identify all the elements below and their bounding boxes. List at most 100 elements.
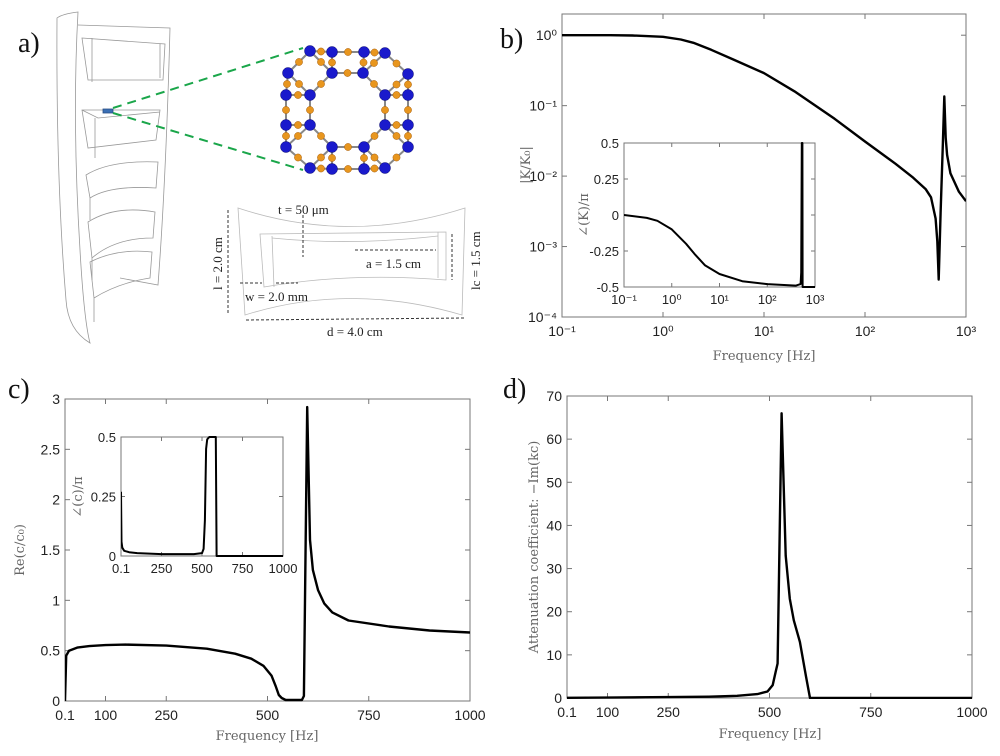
y-tick-label: 0 (109, 549, 116, 564)
y-tick-label: 0.5 (601, 136, 619, 151)
y-tick-label: 10⁻² (529, 168, 557, 184)
x-tick-label: 10⁻¹ (611, 292, 637, 307)
y-tick-label: 60 (546, 431, 562, 447)
x-tick-label: 0.1 (557, 704, 577, 720)
oxygen-atom (306, 106, 314, 114)
y-tick-label: 0 (612, 208, 619, 223)
y-tick-label: 0.5 (98, 430, 116, 445)
x-tick-label: 500 (191, 561, 213, 576)
silicon-atom (379, 89, 391, 101)
dim-w: w = 2.0 mm (245, 289, 308, 304)
chart-d_main: 0.1 100 250 500 750 1000 0 10 20 30 40 50 60 70 Freque… (527, 388, 988, 742)
oxygen-atom (282, 106, 290, 114)
oxygen-atom (294, 153, 302, 162)
y-tick-label: 10⁻⁴ (528, 309, 557, 325)
oxygen-atom (317, 164, 325, 173)
silicon-atom (304, 119, 316, 131)
silicon-atom (326, 141, 338, 153)
oxygen-atom (404, 80, 412, 89)
silicon-atom (326, 163, 338, 175)
oxygen-atom (328, 58, 336, 67)
x-tick-label: 0.1 (55, 707, 75, 723)
dim-l: l = 2.0 cm (210, 237, 225, 290)
x-axis-label: Frequency [Hz] (216, 729, 319, 744)
oxygen-atom (317, 153, 325, 162)
oxygen-atom (295, 58, 303, 66)
x-tick-label: 500 (758, 704, 782, 720)
oxygen-atom (317, 132, 325, 140)
x-tick-label: 250 (657, 704, 681, 720)
chart-c_inset: 0.1 250 500 750 1000 0 0.25 0.5 ∠(c)/π (71, 430, 297, 576)
oxygen-atom (370, 164, 379, 173)
oxygen-atom (282, 132, 290, 140)
y-tick-label: -0.5 (597, 280, 619, 295)
x-tick-label: 500 (256, 707, 280, 723)
y-tick-label: 2.5 (41, 441, 61, 457)
y-tick-label: 70 (546, 388, 562, 404)
y-tick-label: 10 (546, 647, 562, 663)
x-tick-label: 1000 (454, 707, 485, 723)
y-tick-label: 0 (52, 693, 60, 709)
y-tick-label: 30 (546, 561, 562, 577)
plot-area (623, 142, 816, 288)
silicon-atom (402, 89, 414, 101)
silicon-atom (358, 46, 370, 58)
oxygen-atom (343, 69, 352, 77)
oxygen-atom (328, 154, 336, 162)
oxygen-atom (381, 106, 389, 114)
y-tick-label: 40 (546, 517, 562, 533)
silicon-atom (358, 163, 370, 175)
x-tick-label: 100 (596, 704, 620, 720)
oxygen-atom (392, 132, 401, 140)
oxygen-atom (392, 80, 401, 89)
oxygen-atom (360, 154, 368, 162)
unit-cell-diagram (237, 207, 466, 316)
x-tick-label: 10² (758, 292, 777, 307)
silicon-atom (379, 47, 391, 59)
x-axis-label: Frequency [Hz] (713, 349, 816, 364)
y-axis-label: Re(c/c₀) (13, 524, 28, 576)
x-tick-label: 10³ (956, 323, 977, 339)
y-axis-label: |K/K₀| (519, 146, 534, 184)
x-tick-label: 1000 (269, 561, 298, 576)
oxygen-atom (392, 91, 401, 99)
x-tick-label: 10¹ (710, 292, 729, 307)
x-tick-label: 10³ (806, 292, 825, 307)
oxygen-atom (404, 132, 412, 140)
series-line (121, 436, 283, 557)
x-axis-label: Frequency [Hz] (719, 727, 822, 742)
silicon-atom (282, 67, 294, 79)
x-tick-label: 750 (232, 561, 254, 576)
series-line (624, 142, 815, 288)
y-tick-label: 1.5 (41, 542, 61, 558)
x-tick-label: 10¹ (754, 323, 775, 339)
dim-t: t = 50 μm (278, 202, 329, 217)
dim-a: a = 1.5 cm (366, 256, 421, 271)
oxygen-atom (294, 121, 302, 129)
oxygen-atom (359, 58, 368, 67)
y-axis-label: Attenuation coefficient: −Im(kc) (527, 441, 542, 655)
series-line (567, 412, 972, 699)
y-axis-label: ∠(c)/π (71, 476, 86, 518)
oxygen-atom (392, 153, 401, 162)
silicon-atom (304, 162, 316, 174)
y-axis-label: ∠(K)/π (577, 193, 592, 237)
y-tick-label: 20 (546, 604, 562, 620)
silicon-atom (357, 67, 369, 79)
oxygen-atom (317, 58, 325, 66)
x-tick-label: 250 (151, 561, 173, 576)
panel-label-d: d) (503, 374, 526, 405)
y-tick-label: 10⁻³ (529, 239, 557, 255)
oxygen-atom (370, 132, 379, 140)
y-tick-label: 0.25 (91, 490, 116, 505)
oxygen-atom (370, 80, 378, 88)
y-tick-label: 50 (546, 474, 562, 490)
x-tick-label: 100 (94, 707, 118, 723)
dimension-arrows (227, 210, 466, 321)
x-tick-label: 750 (357, 707, 381, 723)
panel-label-b: b) (500, 24, 523, 55)
dim-lc: lc = 1.5 cm (468, 231, 483, 290)
oxygen-atom (370, 59, 378, 67)
x-tick-label: 250 (155, 707, 179, 723)
